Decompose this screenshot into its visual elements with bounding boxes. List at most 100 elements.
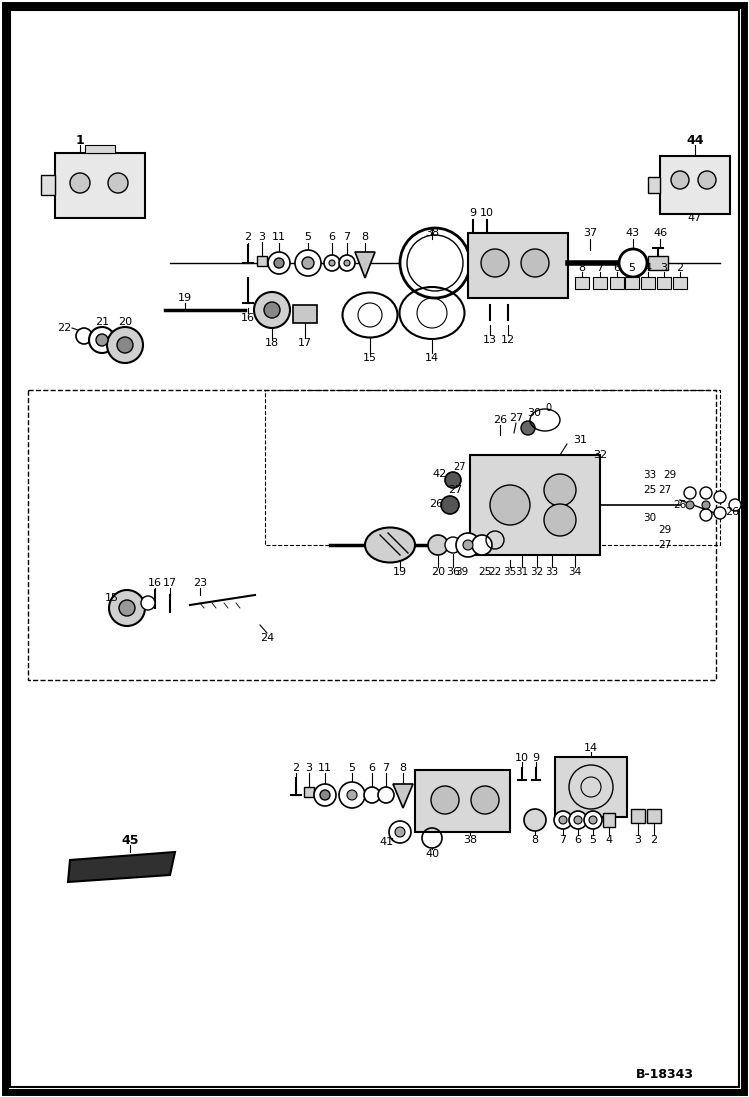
- Bar: [304, 787, 314, 798]
- Text: 42: 42: [433, 470, 447, 479]
- Bar: [293, 305, 317, 323]
- Bar: [468, 233, 568, 298]
- Text: 31: 31: [573, 436, 587, 445]
- Text: 7: 7: [596, 263, 604, 273]
- Circle shape: [254, 292, 290, 328]
- Text: 32: 32: [593, 450, 607, 460]
- Circle shape: [702, 501, 710, 509]
- Text: 7: 7: [383, 764, 389, 773]
- Bar: [257, 256, 267, 265]
- Text: 27: 27: [658, 485, 672, 495]
- Text: 24: 24: [260, 633, 274, 643]
- Text: 19: 19: [178, 293, 192, 303]
- Text: 9: 9: [533, 753, 539, 764]
- Text: 33: 33: [643, 470, 657, 480]
- Circle shape: [574, 816, 582, 824]
- Text: 2: 2: [650, 835, 658, 845]
- Circle shape: [521, 421, 535, 436]
- Bar: [673, 278, 687, 289]
- Text: 8: 8: [578, 263, 586, 273]
- Text: 8: 8: [532, 835, 539, 845]
- Text: 5: 5: [305, 231, 312, 242]
- Text: 40: 40: [425, 849, 439, 859]
- Circle shape: [268, 252, 290, 274]
- Text: 34: 34: [568, 567, 582, 577]
- Bar: [85, 145, 115, 152]
- Circle shape: [490, 485, 530, 525]
- Text: 3: 3: [258, 231, 265, 242]
- Text: 8: 8: [399, 764, 407, 773]
- Text: 25: 25: [479, 567, 491, 577]
- Circle shape: [395, 827, 405, 837]
- Text: 9: 9: [470, 208, 476, 218]
- Circle shape: [364, 787, 380, 803]
- Text: 3: 3: [306, 764, 312, 773]
- Bar: [660, 156, 730, 214]
- Circle shape: [428, 535, 448, 555]
- Text: 6: 6: [574, 835, 581, 845]
- Bar: [593, 278, 607, 289]
- Circle shape: [472, 535, 492, 555]
- Text: 26: 26: [493, 415, 507, 425]
- Bar: [55, 152, 145, 218]
- Text: 15: 15: [105, 593, 119, 603]
- Circle shape: [700, 509, 712, 521]
- Text: 2: 2: [244, 231, 252, 242]
- Circle shape: [324, 255, 340, 271]
- Text: 3: 3: [661, 263, 667, 273]
- Text: 26: 26: [725, 507, 739, 517]
- Text: 22: 22: [57, 323, 71, 333]
- Text: 26: 26: [429, 499, 443, 509]
- Circle shape: [302, 257, 314, 269]
- Text: 1: 1: [76, 134, 85, 147]
- Circle shape: [295, 250, 321, 276]
- Text: 32: 32: [530, 567, 544, 577]
- Text: 14: 14: [584, 743, 598, 753]
- Text: 25: 25: [643, 485, 657, 495]
- Circle shape: [274, 258, 284, 268]
- Text: 11: 11: [272, 231, 286, 242]
- Text: 45: 45: [121, 834, 139, 847]
- Text: 16: 16: [241, 313, 255, 323]
- Circle shape: [729, 499, 741, 511]
- Text: 21: 21: [95, 317, 109, 327]
- Text: 18: 18: [265, 338, 279, 348]
- Circle shape: [584, 811, 602, 829]
- Text: 22: 22: [488, 567, 502, 577]
- Circle shape: [314, 784, 336, 806]
- Bar: [648, 256, 668, 270]
- Circle shape: [431, 785, 459, 814]
- Text: 3: 3: [634, 835, 641, 845]
- Text: 29: 29: [664, 470, 676, 480]
- Circle shape: [117, 337, 133, 353]
- Circle shape: [471, 785, 499, 814]
- Circle shape: [339, 782, 365, 808]
- Text: B-18343: B-18343: [636, 1068, 694, 1082]
- Circle shape: [70, 173, 90, 193]
- Bar: [631, 808, 645, 823]
- Text: 20: 20: [431, 567, 445, 577]
- Text: 46: 46: [653, 228, 667, 238]
- Text: 12: 12: [501, 335, 515, 344]
- Text: 19: 19: [393, 567, 407, 577]
- Circle shape: [89, 327, 115, 353]
- Bar: [657, 278, 671, 289]
- Circle shape: [320, 790, 330, 800]
- Circle shape: [339, 255, 355, 271]
- Text: 39: 39: [455, 567, 469, 577]
- Circle shape: [445, 472, 461, 488]
- Circle shape: [347, 790, 357, 800]
- Text: 6: 6: [613, 263, 620, 273]
- Circle shape: [714, 507, 726, 519]
- Bar: [575, 278, 589, 289]
- Bar: [555, 757, 627, 817]
- Circle shape: [108, 173, 128, 193]
- Circle shape: [544, 504, 576, 536]
- Text: 7: 7: [560, 835, 566, 845]
- Text: 29: 29: [658, 525, 672, 535]
- Circle shape: [554, 811, 572, 829]
- Polygon shape: [393, 784, 413, 808]
- Circle shape: [589, 816, 597, 824]
- Text: 4: 4: [644, 263, 652, 273]
- Circle shape: [96, 333, 108, 346]
